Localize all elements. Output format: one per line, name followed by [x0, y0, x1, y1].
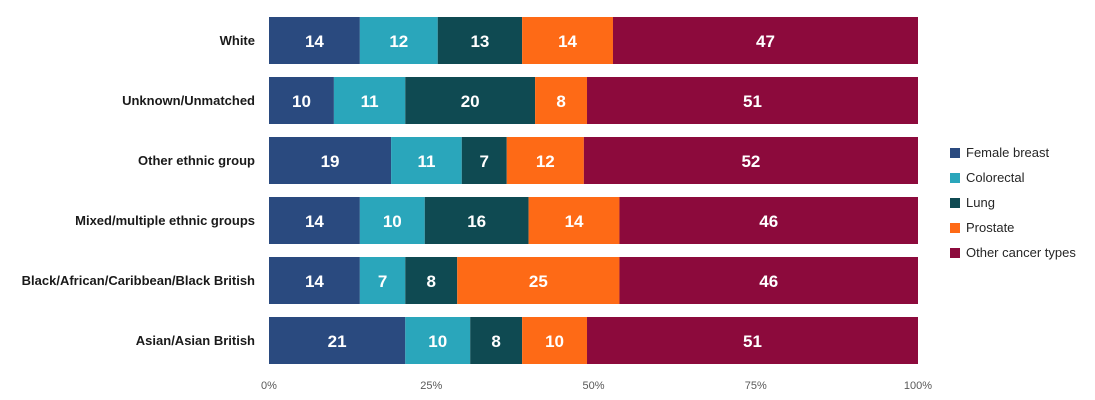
bar-segment [535, 77, 588, 124]
legend-item: Prostate [950, 215, 1076, 240]
bar-segment [522, 17, 613, 64]
bar-segment [461, 137, 507, 184]
data-label: 46 [759, 212, 778, 231]
data-label: 46 [759, 272, 778, 291]
data-label: 51 [743, 92, 762, 111]
bar-segment [269, 17, 360, 64]
legend-item: Female breast [950, 140, 1076, 165]
bar-segment [528, 197, 620, 244]
bar-segment [269, 257, 360, 304]
category-label: White [220, 33, 255, 48]
bar-segment [391, 137, 462, 184]
data-label: 14 [305, 212, 324, 231]
data-label: 8 [491, 332, 500, 351]
x-tick-label: 100% [904, 380, 932, 392]
legend-swatch [950, 222, 960, 233]
data-label: 25 [529, 272, 548, 291]
category-axis: White Unknown/Unmatched Other ethnic group… [22, 33, 255, 348]
data-label: 14 [305, 32, 324, 51]
bar-segment [619, 257, 918, 304]
data-label: 10 [545, 332, 564, 351]
category-label: Mixed/multiple ethnic groups [75, 213, 255, 228]
legend-label: Colorectal [966, 170, 1025, 185]
data-label: 10 [428, 332, 447, 351]
legend-swatch [950, 247, 960, 258]
data-label: 19 [321, 152, 340, 171]
legend-swatch [950, 172, 960, 183]
x-tick-label: 25% [420, 380, 442, 392]
category-label: Other ethnic group [138, 153, 255, 168]
data-label: 51 [743, 332, 762, 351]
legend-item: Other cancer types [950, 240, 1076, 265]
bar-segment [583, 137, 918, 184]
data-label: 14 [305, 272, 324, 291]
bar-segment [470, 317, 523, 364]
legend-swatch [950, 147, 960, 158]
bar-segment [424, 197, 529, 244]
data-label: 12 [389, 32, 408, 51]
data-label: 47 [756, 32, 775, 51]
bar-segment [457, 257, 620, 304]
bar-segment [522, 317, 588, 364]
legend-label: Other cancer types [966, 245, 1076, 260]
legend-item: Lung [950, 190, 1076, 215]
data-label: 13 [470, 32, 489, 51]
bars: 14 12 13 14 47 10 11 20 8 51 19 11 7 12 52 14 10 16 14 46 14… [269, 17, 918, 364]
category-label: Asian/Asian British [136, 333, 255, 348]
legend-swatch [950, 197, 960, 208]
category-label: Unknown/Unmatched [122, 93, 255, 108]
data-label: 8 [427, 272, 436, 291]
bar-segment [269, 197, 360, 244]
bar-segment [619, 197, 918, 244]
legend-label: Lung [966, 195, 995, 210]
bar-segment [437, 17, 523, 64]
data-label: 11 [417, 152, 435, 171]
bar-segment [506, 137, 584, 184]
x-axis: 0% 25% 50% 75% 100% [261, 380, 932, 392]
legend: Female breast Colorectal Lung Prostate O… [950, 140, 1076, 265]
bar-segment [333, 77, 406, 124]
bar-segment [269, 77, 334, 124]
data-label: 20 [461, 92, 480, 111]
bar-segment [405, 77, 536, 124]
data-label: 12 [536, 152, 555, 171]
category-label: Black/African/Caribbean/Black British [22, 273, 255, 288]
data-label: 10 [292, 92, 311, 111]
data-label: 14 [558, 32, 577, 51]
data-label: 14 [565, 212, 584, 231]
x-tick-label: 75% [745, 380, 767, 392]
bar-segment [612, 17, 918, 64]
data-label: 16 [467, 212, 486, 231]
bar-segment [405, 257, 458, 304]
bar-segment [405, 317, 471, 364]
bar-segment [359, 17, 438, 64]
legend-label: Female breast [966, 145, 1050, 160]
legend-item: Colorectal [950, 165, 1076, 190]
bar-segment [587, 317, 918, 364]
data-label: 11 [361, 92, 379, 111]
x-tick-label: 50% [582, 380, 604, 392]
data-label: 21 [328, 332, 347, 351]
bar-segment [587, 77, 918, 124]
data-label: 7 [378, 272, 387, 291]
bar-segment [269, 317, 406, 364]
bar-segment [359, 197, 425, 244]
legend-label: Prostate [966, 220, 1015, 235]
data-label: 7 [480, 152, 489, 171]
data-label: 10 [383, 212, 402, 231]
data-label: 8 [556, 92, 565, 111]
x-tick-label: 0% [261, 380, 277, 392]
bar-segment [269, 137, 392, 184]
data-label: 52 [741, 152, 760, 171]
bar-segment [359, 257, 406, 304]
